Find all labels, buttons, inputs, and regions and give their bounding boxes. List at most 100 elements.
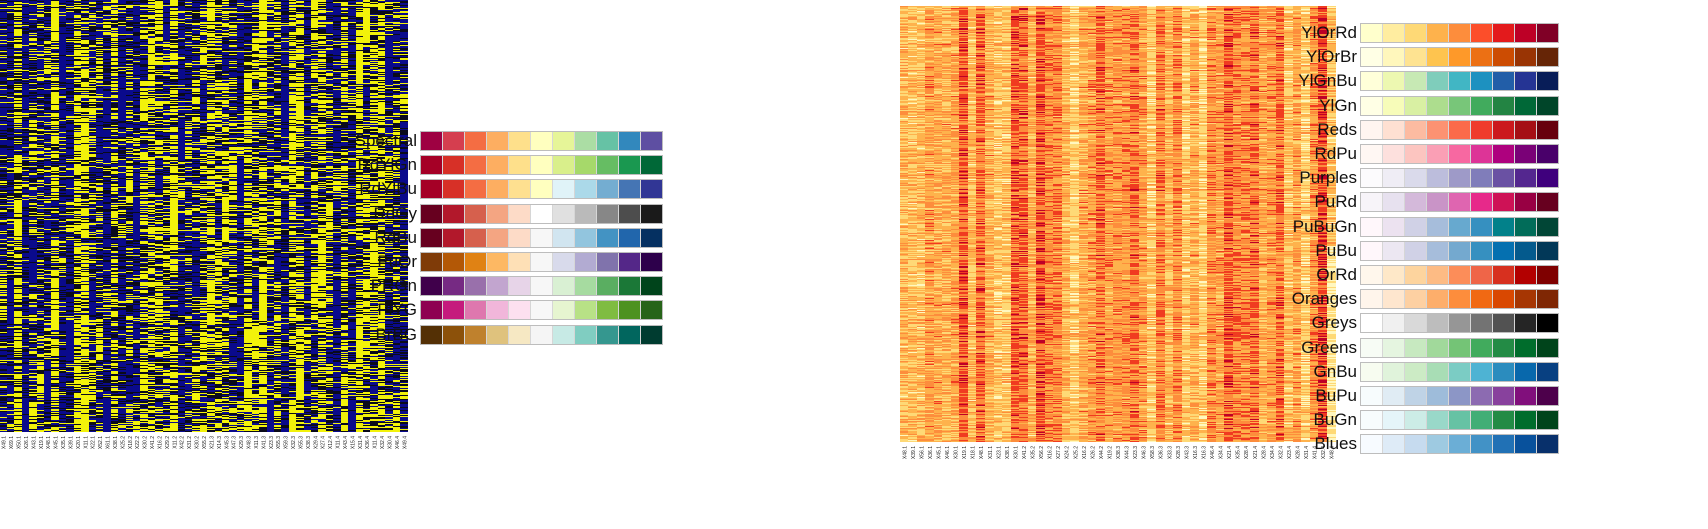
- column-tick-label: X41.4: [1313, 446, 1319, 459]
- column-tick-label: X23.4: [1287, 446, 1293, 459]
- color-swatch: [641, 277, 662, 296]
- palette-swatches: [1360, 313, 1559, 334]
- color-swatch: [597, 301, 619, 320]
- color-swatch: [509, 325, 531, 344]
- palette-swatches: [420, 155, 663, 176]
- column-tick-label: X44.2: [1099, 446, 1105, 459]
- palette-swatches: [1360, 337, 1559, 358]
- color-swatch: [1405, 266, 1427, 284]
- right-heatmap: X48.1 X39.1 X56.1 X36.1 X45.1 X46.1 X30.1 X19.1…: [900, 6, 1336, 472]
- color-swatch: [1361, 362, 1383, 381]
- color-swatch: [1361, 290, 1383, 309]
- color-swatch: [1427, 24, 1449, 42]
- color-swatch: [575, 156, 597, 175]
- palette-swatches: [1360, 119, 1559, 140]
- color-swatch: [1383, 169, 1405, 188]
- color-swatch: [1537, 362, 1558, 381]
- color-swatch: [1405, 241, 1427, 260]
- color-swatch: [465, 180, 487, 199]
- color-swatch: [531, 204, 553, 223]
- palette-swatches: [1360, 144, 1559, 164]
- color-swatch: [1427, 217, 1449, 236]
- color-swatch: [641, 204, 662, 223]
- color-swatch: [1361, 314, 1383, 333]
- color-swatch: [1537, 193, 1558, 212]
- color-swatch: [487, 156, 509, 175]
- column-tick-label: X25.2: [120, 436, 126, 449]
- column-tick-label: X26.2: [1090, 446, 1096, 459]
- column-tick-label: X69.1: [9, 436, 15, 449]
- color-swatch: [421, 277, 443, 296]
- column-tick-label: X38.3: [306, 436, 312, 449]
- column-tick-label: X25.2: [1073, 446, 1079, 459]
- color-swatch: [1537, 435, 1558, 454]
- palette-name: GnBu: [1313, 361, 1357, 381]
- palette-swatches: [1360, 168, 1559, 189]
- color-swatch: [531, 301, 553, 320]
- color-swatch: [1537, 241, 1558, 260]
- color-swatch: [641, 325, 662, 344]
- palette-swatches: [1360, 192, 1559, 213]
- color-swatch: [1515, 145, 1537, 163]
- color-swatch: [487, 325, 509, 344]
- color-swatch: [531, 180, 553, 199]
- color-swatch: [1537, 96, 1558, 115]
- color-swatch: [1405, 217, 1427, 236]
- color-swatch: [575, 228, 597, 247]
- color-swatch: [553, 253, 575, 271]
- palette-name: PuRd: [1314, 192, 1357, 212]
- column-tick-label: X19.1: [962, 446, 968, 459]
- color-swatch: [1493, 338, 1515, 357]
- color-swatch: [509, 132, 531, 150]
- column-tick-label: X11.4: [336, 436, 342, 449]
- column-tick-label: X28.4: [1261, 446, 1267, 459]
- color-swatch: [421, 156, 443, 175]
- column-tick-label: X39.1: [911, 446, 917, 459]
- column-tick-label: X30.4: [387, 436, 393, 449]
- palette-swatches: [1360, 71, 1559, 92]
- color-swatch: [531, 277, 553, 296]
- color-swatch: [1493, 290, 1515, 309]
- column-tick-label: X58.3: [1150, 446, 1156, 459]
- color-swatch: [619, 156, 641, 175]
- color-swatch: [1383, 411, 1405, 430]
- color-swatch: [1493, 266, 1515, 284]
- column-tick-label: X48.3: [247, 436, 253, 449]
- color-swatch: [1361, 72, 1383, 91]
- column-tick-label: X30.1: [954, 446, 960, 459]
- color-swatch: [1427, 120, 1449, 139]
- color-swatch: [421, 301, 443, 320]
- color-swatch: [1449, 120, 1471, 139]
- color-swatch: [597, 204, 619, 223]
- color-swatch: [575, 132, 597, 150]
- color-swatch: [1471, 387, 1493, 405]
- color-swatch: [1493, 193, 1515, 212]
- palette-name: BrBG: [375, 324, 417, 344]
- column-tick-label: X48.4: [1330, 446, 1336, 459]
- color-swatch: [1471, 48, 1493, 67]
- color-swatch: [509, 253, 531, 271]
- column-tick-label: X20.1: [76, 436, 82, 449]
- palette-swatches: [1360, 410, 1559, 431]
- column-tick-label: X38.1: [113, 436, 119, 449]
- color-swatch: [1383, 72, 1405, 91]
- color-swatch: [531, 228, 553, 247]
- color-swatch: [553, 204, 575, 223]
- color-swatch: [443, 180, 465, 199]
- color-swatch: [1405, 48, 1427, 67]
- color-swatch: [1515, 24, 1537, 42]
- palette-name: OrRd: [1316, 265, 1357, 284]
- color-swatch: [1361, 435, 1383, 454]
- color-swatch: [1471, 338, 1493, 357]
- palette-swatches: [1360, 386, 1559, 406]
- color-swatch: [1427, 266, 1449, 284]
- color-swatch: [553, 156, 575, 175]
- column-tick-label: X30.2: [143, 436, 149, 449]
- left-heatmap-grid: [0, 0, 408, 432]
- color-swatch: [641, 301, 662, 320]
- column-tick-label: X29.4: [313, 436, 319, 449]
- palette-swatches: [420, 227, 663, 248]
- color-swatch: [1515, 217, 1537, 236]
- color-swatch: [1471, 290, 1493, 309]
- column-tick-label: X30.1: [1013, 446, 1019, 459]
